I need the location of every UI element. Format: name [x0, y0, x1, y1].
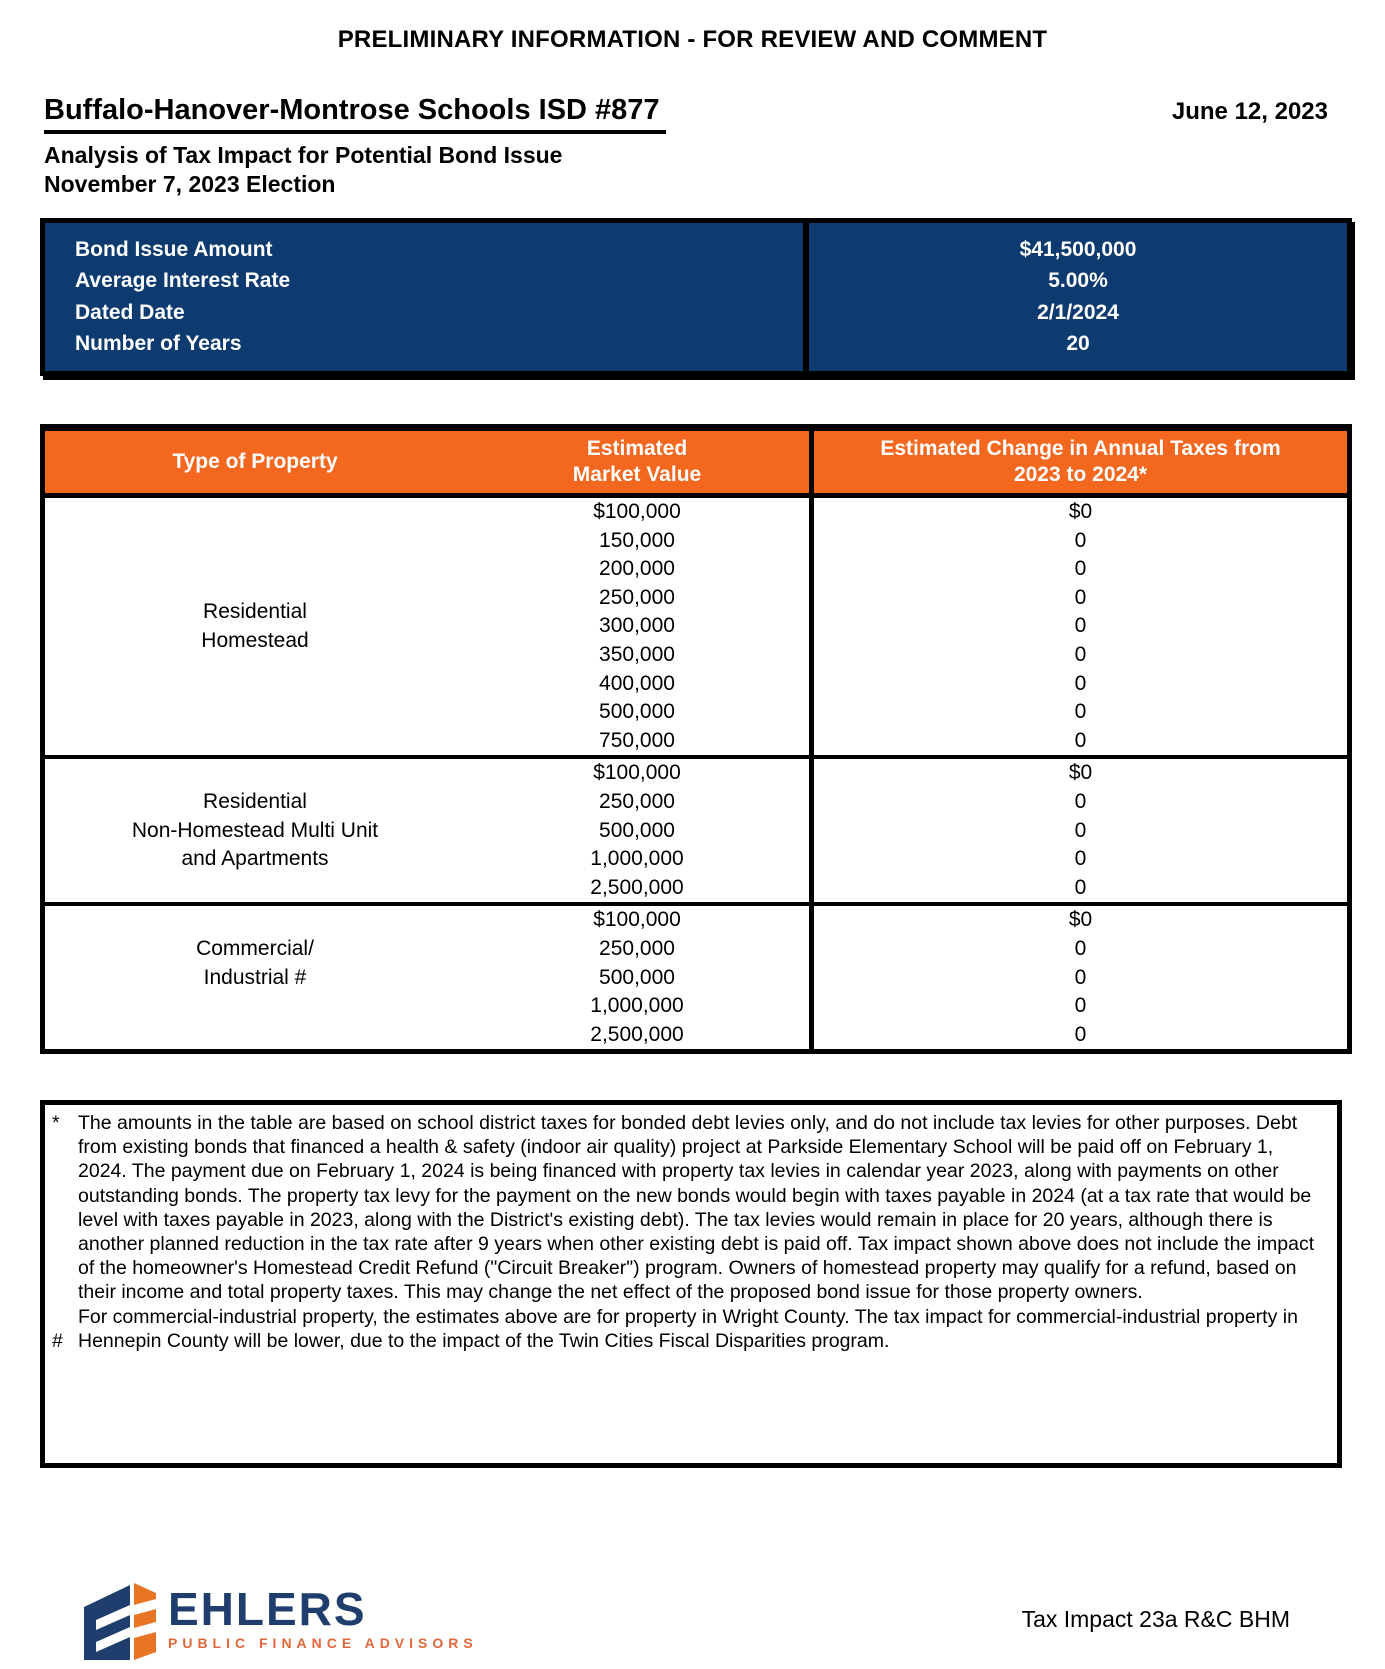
- document-header: Buffalo-Hanover-Montrose Schools ISD #87…: [44, 94, 1342, 199]
- market-value-cell: 500,000: [599, 818, 675, 842]
- market-value-cell: 350,000: [599, 642, 675, 666]
- market-value-cell: 250,000: [599, 585, 675, 609]
- property-type-section: Residential Non-Homestead Multi Unit and A…: [45, 755, 1347, 903]
- tax-change-cell: 0: [1074, 847, 1087, 871]
- analysis-subtitle: Analysis of Tax Impact for Potential Bon…: [44, 142, 563, 168]
- property-type-label: Residential Non-Homestead Multi Unit and A…: [45, 759, 465, 902]
- header-type-of-property: Type of Property: [172, 450, 338, 473]
- market-value-cell: 1,000,000: [590, 847, 684, 871]
- district-title: Buffalo-Hanover-Montrose Schools ISD #87…: [44, 94, 666, 134]
- header-estimated-change: Estimated Change in Annual Taxes from 20…: [809, 431, 1347, 493]
- tax-change-cell: 0: [1074, 528, 1087, 552]
- tax-change-cell: 0: [1074, 965, 1087, 989]
- ehlers-tagline: PUBLIC FINANCE ADVISORS: [168, 1635, 478, 1651]
- header-change-line2: 2023 to 2024*: [1013, 463, 1148, 486]
- tax-impact-table: Type of Property Estimated Market Value …: [40, 424, 1352, 1055]
- bond-summary-label: Number of Years: [75, 331, 242, 355]
- bond-summary-values: $41,500,000 5.00% 2/1/2024 20: [809, 223, 1347, 371]
- tax-change-cell: $0: [1068, 761, 1093, 785]
- property-type-label-line: Homestead: [201, 628, 309, 652]
- bond-summary-value: 2/1/2024: [1037, 300, 1119, 324]
- property-type-section: Commercial/Industrial # $100,000 250,000 50…: [45, 902, 1347, 1050]
- tax-change-cell: $0: [1068, 908, 1093, 932]
- property-type-label-line: Industrial #: [203, 965, 307, 989]
- market-value-cell: 250,000: [599, 789, 675, 813]
- tax-change-cell: 0: [1074, 614, 1087, 638]
- header-market-value-line: Market Value: [572, 463, 702, 486]
- tax-table-header-left: Type of Property Estimated Market Value: [45, 431, 809, 493]
- tax-table-header: Type of Property Estimated Market Value …: [45, 431, 1347, 498]
- tax-table-body: Residential Homestead $100,000 150,000 200,0…: [45, 498, 1347, 1050]
- tax-change-cell: 0: [1074, 818, 1087, 842]
- bond-summary-value: $41,500,000: [1019, 238, 1137, 262]
- property-type-label-line: Residential: [203, 600, 307, 624]
- tax-change-cell: 0: [1074, 585, 1087, 609]
- market-value-cell: 750,000: [599, 728, 675, 752]
- tax-change-cell: 0: [1074, 700, 1087, 724]
- market-value-cell: $100,000: [593, 500, 681, 523]
- market-value-cell: 150,000: [599, 528, 675, 552]
- market-value-cell: 2,500,000: [590, 1022, 684, 1046]
- asterisk-footnote-text: The amounts in the table are based on sc…: [78, 1112, 1315, 1304]
- ehlers-logo-text: EHLERS PUBLIC FINANCE ADVISORS: [168, 1576, 478, 1651]
- tax-change-cell: 0: [1074, 1022, 1087, 1046]
- tax-change-cell: 0: [1074, 789, 1087, 813]
- ehlers-building-icon: [84, 1583, 156, 1660]
- ehlers-logo: EHLERS PUBLIC FINANCE ADVISORS: [78, 1576, 478, 1662]
- header-estimated-market-value: Estimated Market Value: [465, 436, 809, 488]
- market-value-cell: 300,000: [599, 614, 675, 638]
- tax-change-cell: $0: [1068, 500, 1093, 523]
- tax-change-cell: 0: [1074, 875, 1087, 899]
- tax-change-cell: 0: [1074, 994, 1087, 1018]
- property-type-label: Commercial/Industrial #: [45, 906, 465, 1049]
- bond-summary-label: Bond Issue Amount: [75, 238, 273, 262]
- market-value-cell: 1,000,000: [590, 994, 684, 1018]
- bond-summary-label: Dated Date: [75, 300, 185, 324]
- property-type-label-line: and Apartments: [181, 847, 329, 871]
- tax-change-cell: 0: [1074, 671, 1087, 695]
- market-value-cell: 200,000: [599, 557, 675, 581]
- tax-change-cell: 0: [1074, 728, 1087, 752]
- document-reference: Tax Impact 23a R&C BHM: [1021, 1606, 1290, 1632]
- market-value-cell: 500,000: [599, 965, 675, 989]
- property-type-label: Residential Homestead: [45, 498, 465, 755]
- preliminary-banner: PRELIMINARY INFORMATION - FOR REVIEW AND…: [337, 26, 1048, 53]
- asterisk-footnote-marker: *: [52, 1112, 60, 1134]
- hash-footnote-marker: #: [52, 1329, 63, 1352]
- tax-change-cell: 0: [1074, 936, 1087, 960]
- election-subtitle: November 7, 2023 Election: [44, 171, 336, 197]
- header-change-line1: Estimated Change in Annual Taxes from: [880, 437, 1281, 460]
- market-value-column: $100,000 150,000 200,000 250,000 300,000 350,…: [465, 498, 809, 755]
- market-value-cell: $100,000: [593, 761, 681, 785]
- market-value-cell: 250,000: [599, 936, 675, 960]
- footnotes-box: * The amounts in the table are based on …: [40, 1100, 1342, 1468]
- market-value-cell: 400,000: [599, 671, 675, 695]
- tax-change-column: $0 0 0 0 0 0 0 0 0: [809, 498, 1347, 756]
- tax-change-cell: 0: [1074, 557, 1087, 581]
- ehlers-wordmark: EHLERS: [168, 1583, 367, 1635]
- market-value-column: $100,000 250,000 500,000 1,000,000 2,500,000: [465, 906, 809, 1049]
- market-value-cell: 500,000: [599, 700, 675, 724]
- market-value-column: $100,000 250,000 500,000 1,000,000 2,500,000: [465, 759, 809, 902]
- bond-summary-label: Average Interest Rate: [75, 269, 291, 293]
- tax-change-cell: 0: [1074, 642, 1087, 666]
- bond-summary-value: 5.00%: [1048, 269, 1108, 293]
- tax-change-column: $0 0 0 0 0: [809, 906, 1347, 1050]
- market-value-cell: 2,500,000: [590, 875, 684, 899]
- hash-footnote-text: For commercial-industrial property, the …: [78, 1305, 1298, 1352]
- property-type-label-line: Non-Homestead Multi Unit: [131, 818, 379, 842]
- bond-summary-labels: Bond Issue Amount Average Interest Rate Da…: [45, 223, 809, 371]
- property-type-label-line: Residential: [203, 789, 307, 813]
- property-type-label-line: Commercial/: [196, 937, 314, 961]
- property-type-section: Residential Homestead $100,000 150,000 200,0…: [45, 498, 1347, 756]
- title-row: Buffalo-Hanover-Montrose Schools ISD #87…: [44, 94, 1342, 134]
- tax-change-column: $0 0 0 0 0: [809, 759, 1347, 903]
- document-date: June 12, 2023: [1171, 98, 1328, 125]
- market-value-cell: $100,000: [593, 908, 681, 932]
- bond-summary-table: Bond Issue Amount Average Interest Rate Da…: [40, 218, 1352, 376]
- bond-summary-value: 20: [1066, 331, 1090, 355]
- header-estimated-line: Estimated: [586, 437, 688, 460]
